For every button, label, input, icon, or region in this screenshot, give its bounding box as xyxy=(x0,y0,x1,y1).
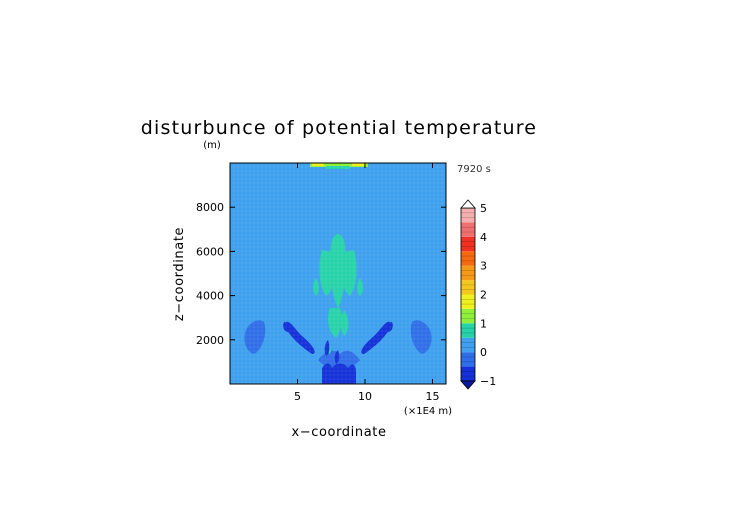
y-tick-label: 6000 xyxy=(196,245,224,258)
grid-texture xyxy=(230,163,446,384)
colorbar-tick-label: 3 xyxy=(480,260,487,273)
y-unit-label: (m) xyxy=(203,140,221,151)
colorbar-segment xyxy=(461,251,475,266)
colorbar-segment xyxy=(461,265,475,281)
contour-level-neg1 xyxy=(283,321,393,384)
colorbar-segment xyxy=(461,323,475,338)
colorbar-tick-label: 4 xyxy=(480,231,487,244)
x-tick-label: 10 xyxy=(358,390,372,403)
x-tick-label: 5 xyxy=(294,390,301,403)
colorbar-segment xyxy=(461,208,475,223)
contour-top-strip xyxy=(310,163,368,169)
colorbar-tick-label: 2 xyxy=(480,289,487,302)
colorbar-bottom-arrow xyxy=(460,380,476,390)
colorbar-tick-label: 1 xyxy=(480,317,487,330)
plot-frame xyxy=(229,162,447,385)
x-unit-label: (×1E4 m) xyxy=(404,406,452,417)
colorbar-segment xyxy=(461,308,475,324)
colorbar-segment xyxy=(461,352,475,367)
colorbar: −1 0 1 2 3 4 5 xyxy=(460,199,496,390)
chart-title: disturbunce of potential temperature xyxy=(141,117,537,139)
y-tick-label: 8000 xyxy=(196,201,224,214)
y-tick-label: 2000 xyxy=(196,334,224,347)
x-tick-label: 15 xyxy=(426,390,440,403)
y-tick-label: 4000 xyxy=(196,290,224,303)
y-axis-title: z−coordinate xyxy=(172,227,187,321)
colorbar-segment xyxy=(461,280,475,295)
x-axis: 5 10 15 xyxy=(294,163,440,403)
time-label: 7920 s xyxy=(457,164,491,175)
x-axis-title: x−coordinate xyxy=(291,425,386,440)
contour-level-05 xyxy=(313,234,363,354)
colorbar-top-arrow xyxy=(460,199,476,209)
colorbar-tick-label: 0 xyxy=(480,346,487,359)
colorbar-segment xyxy=(461,222,475,237)
colorbar-segment xyxy=(461,337,475,353)
colorbar-segment xyxy=(461,366,475,381)
plot-area xyxy=(230,163,446,384)
colorbar-segment xyxy=(461,294,475,309)
colorbar-segment xyxy=(461,236,475,252)
colorbar-tick-label: −1 xyxy=(480,375,496,388)
y-axis: 2000 4000 6000 8000 xyxy=(196,201,446,347)
colorbar-tick-label: 5 xyxy=(480,202,487,215)
